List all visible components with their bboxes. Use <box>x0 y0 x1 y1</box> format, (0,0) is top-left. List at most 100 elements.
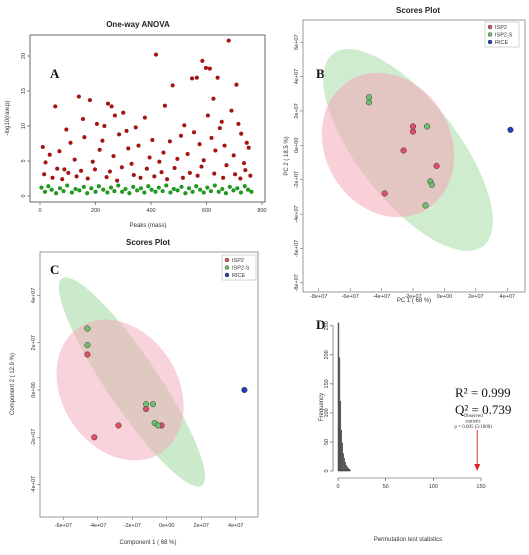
y-axis-label: Frequency <box>319 393 325 421</box>
significant-point <box>170 83 175 88</box>
significant-point <box>124 128 129 133</box>
significant-point <box>233 172 238 177</box>
significant-point <box>92 167 97 172</box>
nonsignificant-point <box>81 184 86 189</box>
x-tick-label: 0 <box>38 208 41 214</box>
y-tick-label: 150 <box>324 379 330 388</box>
x-axis-label: Peaks (mass) <box>130 223 167 229</box>
y-tick-label: -4e+07 <box>31 476 37 493</box>
significant-point <box>167 139 172 144</box>
legend-swatch <box>224 272 230 278</box>
significant-point <box>199 164 204 169</box>
nonsignificant-point <box>131 184 136 189</box>
y-axis-label: PC 2 ( 18.5 %) <box>284 136 290 175</box>
plot-frame <box>302 19 526 293</box>
significant-point <box>165 177 170 182</box>
x-tick-label: 0e+00 <box>159 523 174 529</box>
y-tick-label: 100 <box>324 408 330 417</box>
significant-point <box>104 175 109 180</box>
x-tick-label: 200 <box>91 208 100 214</box>
nonsignificant-point <box>160 189 165 194</box>
y-axis-label: Component 2 ( 12.9 %) <box>10 353 16 415</box>
y-tick-label: 0e+00 <box>294 138 300 153</box>
panel-d: D Permutation test statistics Frequency … <box>298 310 529 550</box>
significant-point <box>159 170 164 175</box>
nonsignificant-point <box>201 190 206 195</box>
nonsignificant-point <box>89 186 94 191</box>
nonsignificant-point <box>73 186 78 192</box>
significant-point <box>87 98 92 103</box>
significant-point <box>147 155 152 160</box>
significant-point <box>172 165 177 171</box>
significant-point <box>129 161 134 166</box>
x-tick-label: -2e+07 <box>404 294 421 300</box>
significant-point <box>60 177 65 182</box>
significant-point <box>219 119 224 124</box>
significant-point <box>191 130 197 135</box>
significant-point <box>175 156 180 161</box>
plot-frame <box>39 251 259 518</box>
x-tick-label: -6e+07 <box>55 523 72 529</box>
y-tick-label: 2e+07 <box>294 103 300 118</box>
significant-point <box>94 121 99 126</box>
significant-point <box>80 116 86 122</box>
nonsignificant-point <box>57 186 63 191</box>
nonsignificant-point <box>231 188 236 193</box>
legend-swatch <box>487 24 493 30</box>
nonsignificant-point <box>138 186 144 191</box>
y-tick-label: 250 <box>324 321 330 330</box>
significant-point <box>97 147 102 152</box>
nonsignificant-point <box>175 188 180 193</box>
significant-point <box>157 159 162 164</box>
nonsignificant-point <box>142 190 147 195</box>
isp2-point <box>409 123 417 130</box>
x-tick-label: 600 <box>202 208 211 214</box>
x-tick-label: -8e+07 <box>310 294 327 300</box>
nonsignificant-point <box>238 190 243 195</box>
significant-point <box>119 165 124 170</box>
isp2-s-point <box>422 202 429 209</box>
isp2-s-point <box>84 342 91 349</box>
significant-point <box>43 160 48 165</box>
observed-label: p = 0.005 (5/1000) <box>454 425 492 430</box>
nonsignificant-point <box>149 187 154 192</box>
nonsignificant-point <box>220 186 225 192</box>
y-tick-label: 15 <box>21 88 27 94</box>
significant-point <box>57 149 62 154</box>
significant-point <box>138 175 143 180</box>
nonsignificant-point <box>65 183 70 188</box>
nonsignificant-point <box>135 188 140 193</box>
significant-point <box>234 82 239 87</box>
significant-point <box>205 113 210 118</box>
nonsignificant-point <box>93 189 98 194</box>
isp2-point <box>400 147 407 154</box>
significant-point <box>142 115 147 120</box>
significant-point <box>90 159 95 164</box>
significant-point <box>66 170 71 175</box>
significant-point <box>185 151 190 157</box>
panel-letter: C <box>50 262 59 277</box>
isp2-s-point <box>428 181 435 188</box>
nonsignificant-point <box>235 186 240 191</box>
significant-point <box>50 175 55 180</box>
significant-point <box>239 131 244 136</box>
y-tick-label: -2e+07 <box>294 171 300 188</box>
y-tick-label: -4e+07 <box>294 205 300 222</box>
legend-swatch <box>224 257 230 263</box>
q2-value: Q² = 0.739 <box>455 402 511 417</box>
nonsignificant-point <box>194 184 199 189</box>
nonsignificant-point <box>85 191 90 196</box>
isp2-point <box>381 190 388 197</box>
significant-point <box>53 104 58 109</box>
legend-label: RICE <box>495 40 508 46</box>
significant-point <box>152 174 157 179</box>
nonsignificant-point <box>205 185 210 190</box>
nonsignificant-point <box>127 191 132 196</box>
x-tick-label: 100 <box>429 484 438 490</box>
significant-point <box>180 175 185 180</box>
significant-point <box>212 171 217 176</box>
significant-point <box>42 172 47 177</box>
nonsignificant-point <box>42 189 48 194</box>
nonsignificant-point <box>183 191 188 196</box>
isp2-s-point <box>155 422 162 429</box>
